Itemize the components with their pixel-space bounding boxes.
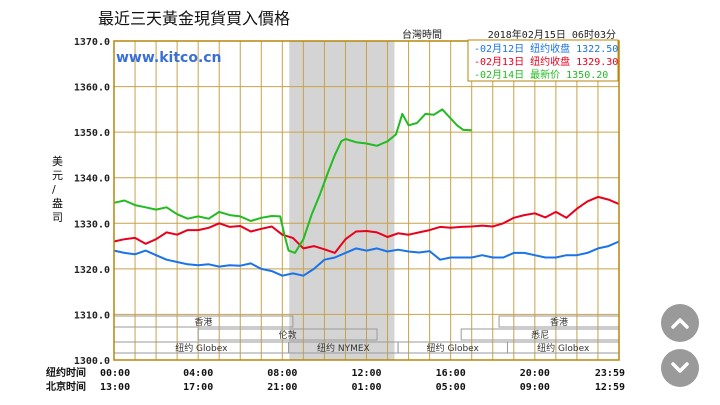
series-line-2 <box>113 108 472 254</box>
x-tick-bj: 01:00 <box>351 382 381 393</box>
series-line-1 <box>113 195 620 254</box>
session-label: 香港 <box>550 316 568 328</box>
x-tick-ny: 16:00 <box>436 368 466 379</box>
x-tick-ny: 12:00 <box>351 368 381 379</box>
series-line-0 <box>113 240 620 277</box>
y-tick-label: 1370.0 <box>74 37 110 48</box>
timestamp: 2018年02月15日 06时03分 <box>488 28 616 41</box>
y-tick-label: 1350.0 <box>74 128 110 139</box>
grid <box>114 41 619 360</box>
x-tick-bj: 17:00 <box>183 382 213 393</box>
nymex-shaded-region <box>289 41 395 360</box>
scroll-up-button[interactable] <box>661 304 699 342</box>
legend: -02月12日 纽约收盘 1322.50 -02月13日 纽约收盘 1329.3… <box>467 39 619 82</box>
shaded-band <box>289 41 395 360</box>
chevron-up-icon <box>671 318 689 329</box>
x-tick-bj: 05:00 <box>436 382 466 393</box>
x-tick-ny: 04:00 <box>183 368 213 379</box>
timezone-label: 台灣時間 <box>402 28 442 41</box>
session-label: 纽约 Globex <box>175 342 228 354</box>
x-row-label-ny: 纽约时间 <box>46 366 86 379</box>
session-label: 悉尼 <box>531 329 549 341</box>
y-axis-label: 美元/盎司 <box>52 155 63 224</box>
session-label: 伦敦 <box>279 329 297 341</box>
scroll-down-button[interactable] <box>661 349 699 387</box>
plot-frame <box>113 40 620 361</box>
x-axis-ticks: 00:00 13:00 04:00 17:00 08:00 21:00 12:00 01:00… <box>100 368 625 393</box>
x-tick-ny: 08:00 <box>267 368 297 379</box>
y-tick-label: 1330.0 <box>74 219 110 230</box>
y-tick-label: 1340.0 <box>74 174 110 185</box>
session-label: 纽约 Globex <box>427 342 480 354</box>
chart-title: 最近三天黃金現貨買入價格 <box>98 9 290 28</box>
frame-border <box>113 40 620 361</box>
y-axis-ticks: 1300.0 1310.0 1320.0 1330.0 1340.0 1350.0 1360… <box>74 37 110 367</box>
x-tick-ny: 23:59 <box>595 368 625 379</box>
x-tick-bj: 12:59 <box>595 382 625 393</box>
x-tick-bj: 13:00 <box>100 382 130 393</box>
y-axis-label-text: 美元/盎司 <box>52 155 63 224</box>
legend-entry-0214: -02月14日 最新价 1350.20 <box>474 68 608 81</box>
x-tick-bj: 21:00 <box>267 382 297 393</box>
x-tick-ny: 20:00 <box>520 368 550 379</box>
session-label: 纽约 Globex <box>537 342 590 354</box>
legend-entry-0213: -02月13日 纽约收盘 1329.30 <box>474 55 618 68</box>
chevron-down-icon <box>671 362 689 373</box>
watermark: www.kitco.cn <box>116 50 222 66</box>
y-tick-label: 1310.0 <box>74 310 110 321</box>
x-row-label-bj: 北京时间 <box>46 380 86 393</box>
session-label: 纽约 NYMEX <box>317 342 370 354</box>
y-tick-label: 1300.0 <box>74 356 110 367</box>
y-tick-label: 1320.0 <box>74 265 110 276</box>
session-box <box>197 328 378 341</box>
legend-entry-0212: -02月12日 纽约收盘 1322.50 <box>474 42 618 55</box>
session-label: 香港 <box>194 316 212 328</box>
y-tick-label: 1360.0 <box>74 83 110 94</box>
x-tick-bj: 09:00 <box>520 382 550 393</box>
series-lines <box>113 108 620 277</box>
x-tick-ny: 00:00 <box>100 368 130 379</box>
